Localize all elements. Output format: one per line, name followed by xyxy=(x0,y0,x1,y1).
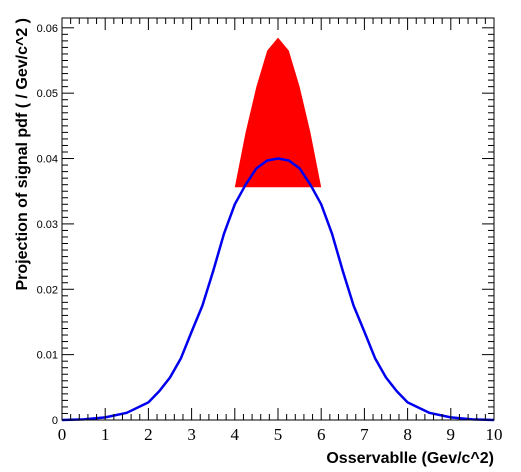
band-layer xyxy=(234,37,322,188)
y-tick-label: 0.03 xyxy=(37,219,58,231)
series-line-0 xyxy=(61,157,495,422)
x-tick-label: 7 xyxy=(360,425,369,444)
y-tick-label: 0.05 xyxy=(37,88,58,100)
series-layer xyxy=(61,157,495,422)
y-axis: 0 0.01 0.02 0.03 0.04 0.05 0.06 xyxy=(37,23,494,427)
y-tick-label: 0.04 xyxy=(37,154,58,166)
y-tick-label: 0.02 xyxy=(37,284,58,296)
x-tick-label: 5 xyxy=(274,425,283,444)
y-axis-title: Projection of signal pdf ( / Gev/c^2 ) xyxy=(14,18,31,291)
y-tick-label: 0 xyxy=(52,415,58,427)
x-tick-label: 9 xyxy=(447,425,456,444)
x-tick-label: 8 xyxy=(403,425,412,444)
x-tick-label: 2 xyxy=(144,425,153,444)
x-tick-label: 3 xyxy=(187,425,196,444)
x-axis-title: Osservablle (Gev/c^2) xyxy=(326,450,494,467)
x-tick-label: 1 xyxy=(101,425,110,444)
x-tick-label: 6 xyxy=(317,425,326,444)
x-tick-label: 10 xyxy=(486,425,503,444)
y-tick-label: 0.01 xyxy=(37,350,58,362)
error-band xyxy=(234,37,322,188)
y-tick-label: 0.06 xyxy=(37,23,58,35)
x-tick-label: 4 xyxy=(231,425,240,444)
x-tick-label: 0 xyxy=(58,425,67,444)
